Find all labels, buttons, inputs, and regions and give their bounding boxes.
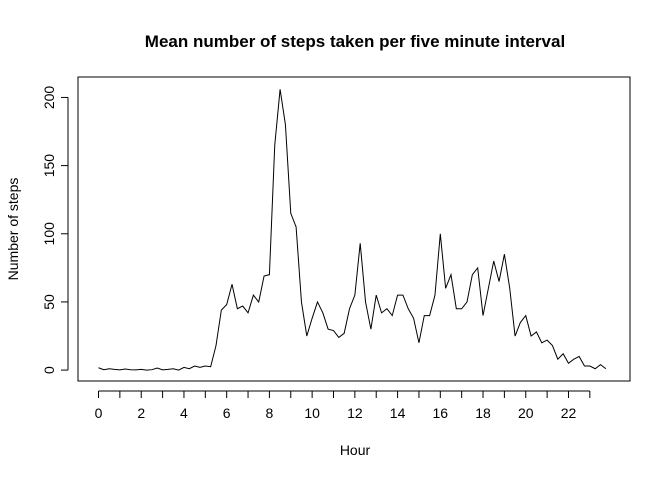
data-line [98,89,607,371]
plot-box [77,76,631,382]
y-axis-label: Number of steps [5,178,21,281]
x-tick-label: 4 [180,405,188,421]
x-tick-label: 14 [390,405,406,421]
x-tick-label: 16 [433,405,449,421]
y-tick-label: 50 [41,294,57,310]
y-tick-label: 150 [41,154,57,178]
x-tick-label: 20 [518,405,534,421]
x-tick-label: 18 [475,405,491,421]
x-tick-label: 0 [95,405,103,421]
x-axis-label: Hour [340,442,371,458]
x-tick-label: 6 [223,405,231,421]
y-tick-label: 0 [41,366,57,374]
x-tick-label: 8 [266,405,274,421]
x-tick-label: 22 [561,405,577,421]
y-tick-label: 200 [41,86,57,110]
y-tick-label: 100 [41,222,57,246]
x-tick-label: 10 [304,405,320,421]
chart-title: Mean number of steps taken per five minu… [145,32,565,51]
x-tick-label: 12 [347,405,363,421]
x-tick-label: 2 [137,405,145,421]
